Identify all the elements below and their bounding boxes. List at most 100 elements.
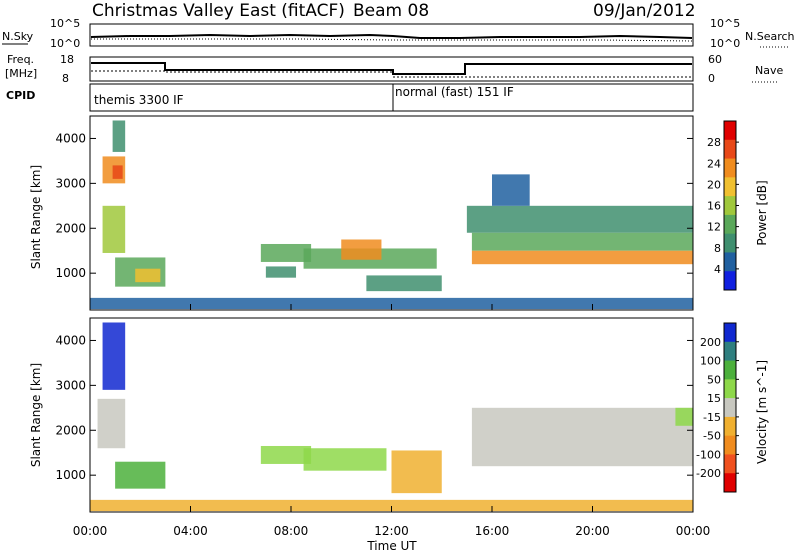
velocity-heatmap — [90, 322, 693, 512]
power-y-ticks: 1000 2000 3000 4000 — [55, 131, 693, 280]
y-tick-label: 4000 — [55, 131, 86, 145]
y-tick-label: 3000 — [55, 176, 86, 190]
noise-search-line — [91, 38, 693, 42]
y-tick-label: 2000 — [55, 221, 86, 235]
colorbar-tick-label: -200 — [696, 467, 721, 480]
x-axis-label: Time UT — [366, 539, 417, 553]
scatter-region-9 — [341, 239, 382, 260]
power-colorbar: 4 8 12 16 20 24 28 — [707, 120, 739, 291]
colorbar-segment — [724, 196, 736, 216]
nave-tick-low: 0 — [708, 72, 715, 85]
scatter-region-6 — [260, 243, 312, 262]
n-sky-label: N.Sky — [2, 30, 34, 43]
scatter-region-1 — [97, 398, 126, 449]
x-tick-label: 00:00 — [73, 524, 108, 538]
colorbar-segment — [724, 360, 736, 380]
colorbar-segment — [724, 139, 736, 160]
cpid-panel: CPID themis 3300 IF normal (fast) 151 IF — [6, 83, 694, 112]
power-colorbar-label: Power [dB] — [755, 180, 769, 245]
scatter-region-14 — [492, 174, 530, 206]
cpid-mode-2: normal (fast) 151 IF — [395, 85, 514, 99]
velocity-ylabel: Slant Range [km] — [29, 363, 43, 467]
x-axis: 00:00 04:00 08:00 12:00 16:00 20:00 00:00 — [73, 304, 711, 538]
colorbar-tick-label: 28 — [707, 136, 721, 149]
y-tick-label: 1000 — [55, 468, 86, 482]
colorbar-segment — [724, 214, 736, 235]
scatter-region-15 — [90, 297, 693, 310]
scatter-region-12 — [471, 232, 693, 251]
colorbar-segment — [724, 473, 736, 493]
scatter-region-2 — [112, 165, 123, 179]
colorbar-segment — [724, 379, 736, 399]
x-tick-label: 16:00 — [475, 524, 510, 538]
power-heatmap — [90, 120, 693, 310]
freq-unit-label: [MHz] — [5, 67, 37, 80]
n-search-label: N.Search — [745, 30, 795, 43]
colorbar-tick-label: 20 — [707, 178, 721, 191]
scatter-region-7 — [675, 407, 693, 426]
colorbar-tick-label: 15 — [707, 392, 721, 405]
scatter-region-7 — [265, 266, 297, 278]
freq-panel: Freq. [MHz] 18 8 60 0 Nave — [5, 53, 783, 85]
colorbar-tick-label: 16 — [707, 200, 721, 213]
scatter-region-4 — [303, 448, 387, 471]
colorbar-segment — [724, 435, 736, 455]
y-tick-label: 4000 — [55, 333, 86, 347]
cpid-label: CPID — [6, 89, 35, 102]
colorbar-segment — [724, 252, 736, 272]
colorbar-segment — [724, 398, 736, 418]
velocity-panel: Slant Range [km] 1000 2000 3000 4000 200 100… — [29, 317, 769, 513]
colorbar-segment — [724, 158, 736, 178]
scatter-region-10 — [366, 275, 442, 292]
cpid-mode-1: themis 3300 IF — [94, 93, 184, 107]
noise-sky-line — [90, 33, 693, 39]
power-ylabel: Slant Range [km] — [29, 165, 43, 269]
scatter-region-6 — [471, 407, 693, 467]
scatter-region-0 — [102, 322, 126, 390]
scatter-region-0 — [102, 205, 126, 253]
date-label: 09/Jan/2012 — [593, 1, 696, 21]
x-tick-label: 12:00 — [374, 524, 409, 538]
colorbar-segment — [724, 177, 736, 197]
freq-tick-low: 8 — [62, 72, 69, 85]
y-tick-label: 2000 — [55, 423, 86, 437]
scatter-region-13 — [471, 250, 693, 265]
noise-left-tick-high: 10^5 — [50, 17, 80, 30]
x-tick-label: 08:00 — [274, 524, 309, 538]
scatter-region-5 — [135, 268, 161, 283]
colorbar-tick-label: 100 — [700, 355, 721, 368]
colorbar-tick-label: 50 — [707, 373, 721, 386]
colorbar-segment — [724, 271, 736, 291]
velocity-colorbar: 200 100 50 15 -15 -50 -100 -200 — [696, 322, 739, 493]
freq-tick-high: 18 — [60, 53, 74, 66]
velocity-colorbar-label: Velocity [m s^-1] — [755, 360, 769, 464]
power-panel: Slant Range [km] 1000 2000 3000 4000 4 8 12 16… — [29, 115, 769, 311]
x-tick-label: 04:00 — [173, 524, 208, 538]
scatter-region-3 — [260, 445, 312, 464]
y-tick-label: 3000 — [55, 378, 86, 392]
colorbar-tick-label: -50 — [703, 430, 721, 443]
nave-line — [91, 70, 692, 78]
x-tick-label: 00:00 — [676, 524, 711, 538]
colorbar-segment — [724, 233, 736, 253]
velocity-y-ticks: 1000 2000 3000 4000 — [55, 333, 693, 482]
colorbar-tick-label: 8 — [714, 242, 721, 255]
colorbar-tick-label: 12 — [707, 221, 721, 234]
station-title: Christmas Valley East (fitACF) — [92, 1, 345, 21]
colorbar-frame — [723, 322, 737, 493]
colorbar-segment — [724, 341, 736, 362]
colorbar-tick-label: 200 — [700, 336, 721, 349]
scatter-region-3 — [112, 120, 126, 152]
scatter-region-2 — [115, 461, 166, 489]
freq-line — [91, 62, 692, 75]
colorbar-segment — [724, 121, 736, 141]
scatter-region-5 — [391, 450, 442, 494]
x-tick-label: 20:00 — [575, 524, 610, 538]
noise-left-tick-low: 10^0 — [50, 37, 80, 50]
colorbar-tick-label: -15 — [703, 411, 721, 424]
noise-panel: N.Sky 10^5 10^0 10^5 10^0 N.Search — [2, 17, 795, 50]
y-tick-label: 1000 — [55, 266, 86, 280]
colorbar-tick-label: 24 — [707, 157, 721, 170]
beam-label: Beam 08 — [353, 1, 429, 21]
